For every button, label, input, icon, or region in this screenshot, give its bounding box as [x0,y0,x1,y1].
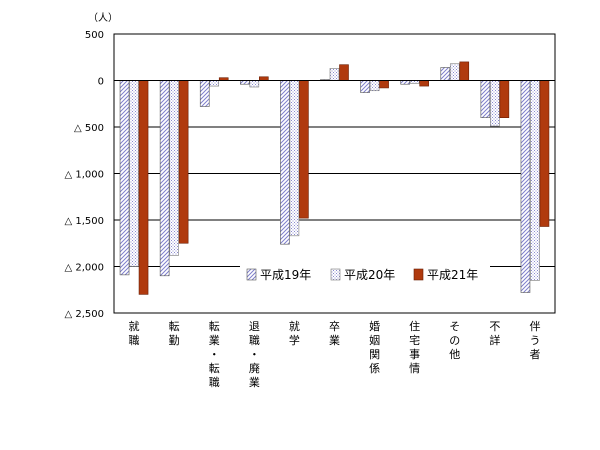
bar-series2-6 [369,80,380,92]
x-category-label: 退職・廃業 [249,320,260,389]
y-axis-ticks: 500 0 △ 500 △ 1,000 △ 1,500 △ 2,000 △ 2,500 [65,30,105,320]
bar-series2-5 [329,68,340,81]
bar-series2-4 [289,80,300,237]
bar-series3-3 [259,76,269,81]
bar-series1-8 [440,67,451,81]
y-unit-label: （人） [88,12,118,24]
x-category-label: 卒業 [329,319,340,347]
y-tick-label: △ 2,500 [65,309,105,320]
bar-series2-1 [169,80,179,256]
y-tick-label: △ 1,000 [65,170,105,181]
bar-series2-2 [209,80,220,87]
legend-label-2: 平成20年 [344,268,395,282]
bar-series3-0 [138,80,149,295]
x-category-label: 転業・転職 [209,320,220,389]
y-tick-label: △ 1,500 [65,216,105,227]
bar-series2-9 [490,80,500,127]
bar-series3-6 [379,80,389,89]
x-category-label: 転勤 [169,320,180,347]
bar-series3-10 [539,80,550,227]
bar-series1-7 [400,80,410,85]
bar-series1-3 [240,80,250,85]
bar-series3-9 [499,80,510,119]
x-category-label: 不詳 [489,320,500,347]
bar-series3-4 [299,80,309,219]
x-category-label: その他 [449,320,460,361]
legend: 平成19年 平成20年 平成21年 [240,264,490,286]
bar-series1-0 [119,80,130,276]
legend-swatch-3 [413,268,424,281]
x-category-label: 住宅事情 [409,319,420,375]
y-tick-label: △ 2,000 [65,263,105,274]
legend-label-3: 平成21年 [427,268,478,282]
bar-series1-1 [159,80,170,277]
bar-series3-7 [419,80,429,87]
bar-series1-4 [280,80,290,245]
y-tick-label: 0 [98,77,104,88]
y-tick-label: 500 [85,30,104,41]
legend-swatch-1 [246,268,257,281]
legend-background [240,264,490,286]
plot-area-border [113,33,556,314]
bar-series2-0 [129,80,139,267]
x-category-label: 婚姻関係 [369,319,380,375]
bar-series1-2 [199,80,210,107]
bar-series2-8 [449,63,460,81]
bar-series3-8 [459,61,470,81]
bar-series1-6 [360,80,370,93]
bar-series1-10 [520,80,531,293]
legend-label-1: 平成19年 [260,268,311,282]
bar-series3-5 [339,64,349,81]
x-category-label: 就学 [289,319,300,347]
x-category-label: 就職 [129,319,140,347]
bar-series1-9 [480,80,491,119]
bars [114,61,555,295]
bar-series2-10 [530,80,540,281]
y-tick-label: △ 500 [74,123,104,134]
x-axis-category-labels: 就職 転勤 転業・転職 退職・廃業 就学 卒業 婚姻関係 住宅事情 その他 不詳 伴う者 [129,319,541,389]
x-category-label: 伴う者 [529,320,540,361]
bar-series3-1 [178,80,189,244]
bar-series2-3 [249,80,260,88]
legend-swatch-2 [330,268,341,281]
